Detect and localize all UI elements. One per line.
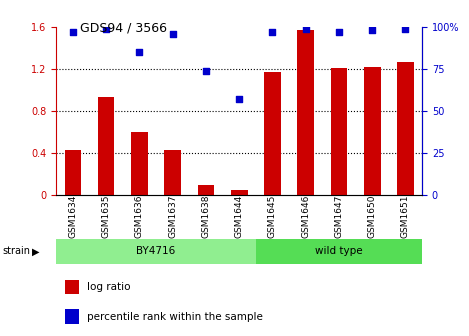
Bar xyxy=(197,185,214,195)
Text: GSM1647: GSM1647 xyxy=(334,195,343,238)
Point xyxy=(369,28,376,33)
Text: BY4716: BY4716 xyxy=(136,246,176,256)
Text: GSM1636: GSM1636 xyxy=(135,195,144,238)
Text: GDS94 / 3566: GDS94 / 3566 xyxy=(80,22,167,35)
Bar xyxy=(364,67,380,195)
Text: percentile rank within the sample: percentile rank within the sample xyxy=(87,311,263,322)
Bar xyxy=(90,239,123,264)
Point xyxy=(202,68,210,73)
Bar xyxy=(297,30,314,195)
Bar xyxy=(156,239,189,264)
Bar xyxy=(389,239,422,264)
Bar xyxy=(65,309,79,324)
Bar xyxy=(189,239,223,264)
Point xyxy=(102,26,110,31)
Bar xyxy=(98,97,114,195)
Bar xyxy=(256,239,289,264)
Bar xyxy=(223,239,256,264)
Text: wild type: wild type xyxy=(315,246,363,256)
Bar xyxy=(289,239,322,264)
Text: GSM1634: GSM1634 xyxy=(68,195,77,238)
Text: GSM1637: GSM1637 xyxy=(168,195,177,238)
Point xyxy=(302,26,310,31)
Bar xyxy=(397,61,414,195)
Text: ▶: ▶ xyxy=(32,246,39,256)
Point xyxy=(136,49,143,55)
Bar xyxy=(56,239,90,264)
Text: GSM1650: GSM1650 xyxy=(368,195,377,238)
Bar xyxy=(164,150,181,195)
Bar xyxy=(65,280,79,294)
Text: GSM1644: GSM1644 xyxy=(234,195,244,238)
Point xyxy=(269,29,276,35)
Text: GSM1651: GSM1651 xyxy=(401,195,410,238)
Text: GSM1635: GSM1635 xyxy=(102,195,111,238)
Text: GSM1646: GSM1646 xyxy=(301,195,310,238)
Point xyxy=(235,96,243,102)
Point xyxy=(402,26,409,31)
Bar xyxy=(231,190,248,195)
Bar xyxy=(131,132,148,195)
Bar xyxy=(256,239,422,264)
Text: strain: strain xyxy=(2,246,30,256)
Bar xyxy=(56,239,256,264)
Bar xyxy=(65,150,81,195)
Point xyxy=(335,29,343,35)
Point xyxy=(69,29,76,35)
Bar xyxy=(331,68,347,195)
Bar xyxy=(264,72,281,195)
Text: log ratio: log ratio xyxy=(87,282,131,292)
Text: GSM1645: GSM1645 xyxy=(268,195,277,238)
Bar xyxy=(322,239,356,264)
Point xyxy=(169,31,176,36)
Bar xyxy=(356,239,389,264)
Text: GSM1638: GSM1638 xyxy=(201,195,211,238)
Bar xyxy=(123,239,156,264)
